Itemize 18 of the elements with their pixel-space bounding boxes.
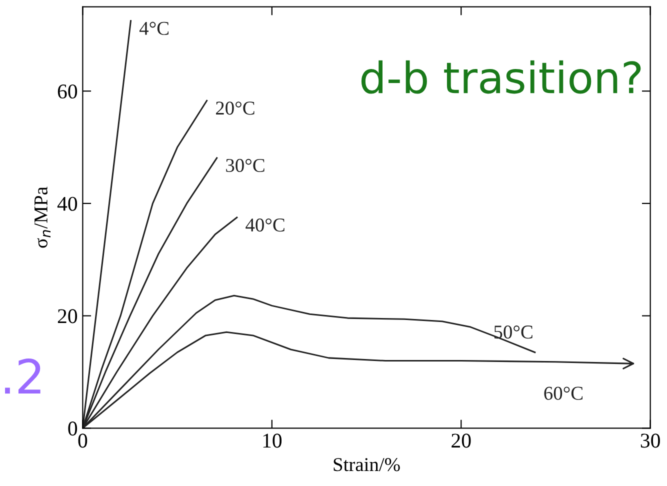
series-label: 30°C [226,158,264,172]
y-tick-label: 0 [68,422,78,436]
series-label: 50°C [494,326,532,339]
series-label: 4°C [139,22,168,35]
series-label: 20°C [216,102,254,115]
y-tick-label: 40 [57,196,78,211]
x-tick-label: 30 [640,434,660,448]
y-tick-label: 20 [58,309,78,324]
text: .2 [5,358,40,394]
x-tick-label: 20 [452,434,471,448]
series-label: 60°C [544,386,583,400]
x-tick-label: 10 [263,434,282,448]
y-tick-label: 60 [58,84,78,99]
annotation: d-b trasition? [361,60,641,94]
series-label: 40°C [246,218,284,232]
x-tick-label: 0 [78,434,88,448]
y-axis-title: σ$_{n}$/MPa [34,186,50,248]
x-axis-title: Strain/% [334,458,400,472]
